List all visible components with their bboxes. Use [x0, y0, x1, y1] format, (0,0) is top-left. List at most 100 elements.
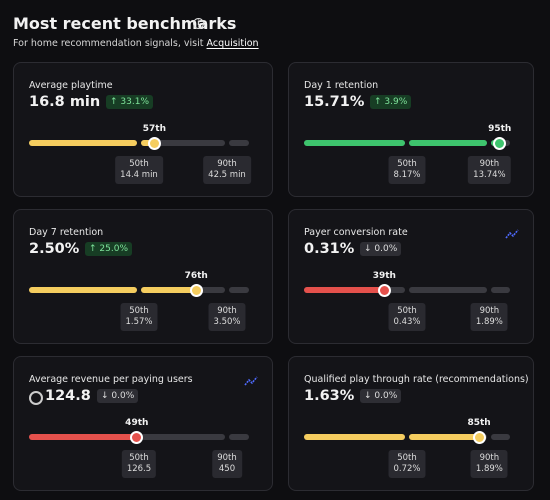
benchmark-value: 0.72%: [393, 464, 421, 474]
benchmark-box: 50th 0.43%: [388, 303, 426, 331]
trend-icon[interactable]: [244, 376, 258, 386]
benchmark-card: Day 7 retention 2.50% ↑ 25.0% 76th 50th 1.57%…: [13, 209, 273, 344]
percentile-marker: [493, 137, 507, 150]
bar-segment: [141, 434, 225, 440]
info-icon[interactable]: i: [193, 18, 204, 29]
benchmark-value: 3.50%: [213, 317, 241, 327]
card-value: 15.71%: [304, 94, 365, 110]
card-value: 16.8 min: [29, 94, 101, 110]
benchmark-box: 50th 8.17%: [388, 156, 426, 184]
bar-fill: [304, 140, 405, 146]
benchmark-value: 8.17%: [393, 170, 421, 180]
percentile-marker: [377, 284, 391, 297]
percentile-label: 85th: [467, 418, 491, 428]
bar-segment: [409, 287, 488, 293]
bar-segment: [409, 434, 488, 440]
benchmark-value: 13.74%: [473, 170, 506, 180]
card-title: Average revenue per paying users: [29, 374, 193, 385]
benchmark-percentile: 50th: [129, 453, 149, 463]
bar-segment: [229, 140, 249, 146]
change-badge: ↓ 0.0%: [360, 242, 402, 256]
benchmark-percentile: 50th: [129, 306, 149, 316]
benchmark-percentile: 90th: [479, 306, 500, 316]
benchmark-card: Day 1 retention 15.71% ↑ 3.9% 95th 50th 8.17%…: [288, 62, 534, 197]
subtitle: For home recommendation signals, visit A…: [13, 38, 259, 49]
benchmark-card: Qualified play through rate (recommendat…: [288, 356, 534, 491]
bar-segment: [409, 140, 488, 146]
percentile-label: 76th: [184, 271, 208, 281]
bar-segment: [29, 287, 137, 293]
card-title: Average playtime: [29, 80, 113, 91]
percentile-marker: [189, 284, 203, 297]
bar-segment: [229, 287, 249, 293]
benchmark-percentile: 90th: [217, 159, 237, 169]
benchmark-percentile: 90th: [217, 453, 237, 463]
bar-segment: [491, 287, 510, 293]
card-title: Day 1 retention: [304, 80, 379, 91]
bar-segment: [304, 140, 405, 146]
bar-fill: [141, 287, 197, 293]
subtitle-text: For home recommendation signals, visit: [13, 38, 204, 49]
trend-icon[interactable]: [505, 229, 519, 239]
benchmark-card: Average revenue per paying users 124.8 ↓ 0…: [13, 356, 273, 491]
percentile-label: 49th: [125, 418, 149, 428]
bar-fill: [304, 287, 385, 293]
benchmark-percentile: 50th: [397, 453, 417, 463]
bar-fill: [141, 140, 155, 146]
benchmark-box: 50th 1.57%: [120, 303, 158, 331]
bar-segment: [304, 434, 405, 440]
change-badge: ↑ 25.0%: [85, 242, 132, 256]
change-badge: ↑ 3.9%: [370, 95, 412, 109]
bar-segment: [491, 434, 510, 440]
benchmark-box: 50th 0.72%: [388, 450, 426, 478]
bar-fill: [409, 434, 480, 440]
change-badge: ↓ 0.0%: [360, 389, 402, 403]
benchmark-percentile: 50th: [397, 306, 417, 316]
benchmark-box: 90th 1.89%: [470, 303, 508, 331]
bar-segment: [141, 287, 225, 293]
card-title: Qualified play through rate (recommendat…: [304, 374, 529, 385]
bar-segment: [141, 140, 225, 146]
card-value: 124.8: [45, 388, 91, 404]
benchmark-box: 90th 450: [212, 450, 242, 478]
page-title: Most recent benchmarks: [13, 14, 237, 33]
bar-segment: [29, 434, 137, 440]
percentile-marker: [147, 137, 161, 150]
change-badge: ↓ 0.0%: [97, 389, 139, 403]
benchmark-card: Payer conversion rate 0.31% ↓ 0.0% 39th 50th…: [288, 209, 534, 344]
bar-segment: [29, 140, 137, 146]
card-title: Payer conversion rate: [304, 227, 408, 238]
benchmark-percentile: 50th: [397, 159, 417, 169]
acquisition-link[interactable]: Acquisition: [206, 38, 259, 49]
bar-fill: [409, 140, 488, 146]
benchmark-value: 450: [218, 464, 236, 474]
benchmark-value: 1.57%: [125, 317, 153, 327]
benchmark-value: 1.89%: [475, 317, 503, 327]
benchmark-box: 90th 13.74%: [468, 156, 511, 184]
change-badge: ↑ 33.1%: [106, 95, 153, 109]
benchmark-card: Average playtime 16.8 min ↑ 33.1% 57th 50th 1…: [13, 62, 273, 197]
benchmark-percentile: 90th: [479, 453, 500, 463]
percentile-label: 95th: [488, 124, 512, 134]
benchmark-value: 1.89%: [475, 464, 503, 474]
bar-fill: [304, 434, 405, 440]
benchmark-percentile: 90th: [217, 306, 237, 316]
bar-fill: [29, 434, 137, 440]
card-title: Day 7 retention: [29, 227, 104, 238]
bar-segment: [229, 434, 249, 440]
benchmark-box: 50th 126.5: [121, 450, 157, 478]
benchmark-box: 90th 42.5 min: [203, 156, 251, 184]
benchmark-value: 42.5 min: [208, 170, 246, 180]
benchmark-box: 90th 1.89%: [470, 450, 508, 478]
percentile-marker: [130, 431, 144, 444]
benchmark-value: 126.5: [126, 464, 152, 474]
card-value: 2.50%: [29, 241, 80, 257]
percentile-label: 39th: [372, 271, 396, 281]
benchmark-value: 0.43%: [393, 317, 421, 327]
benchmark-percentile: 90th: [479, 159, 500, 169]
card-value: 1.63%: [304, 388, 355, 404]
currency-icon: [29, 391, 43, 405]
card-value: 0.31%: [304, 241, 355, 257]
bar-fill: [29, 140, 137, 146]
